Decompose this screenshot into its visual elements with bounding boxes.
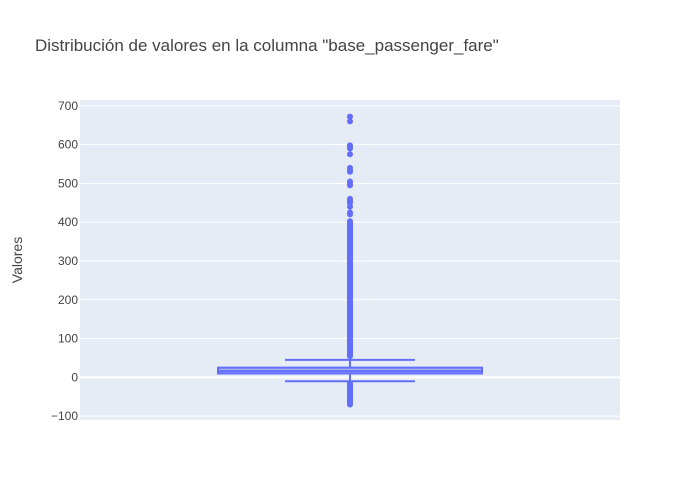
y-tick-label: 600 — [58, 138, 78, 152]
outlier-band — [347, 218, 353, 360]
outlier-point — [347, 195, 353, 202]
outlier-point — [347, 209, 353, 216]
outlier-point — [347, 118, 353, 125]
y-tick-label: 0 — [71, 370, 78, 384]
outlier-point — [347, 113, 353, 120]
y-tick-label: 300 — [58, 254, 78, 268]
chart-title: Distribución de valores en la columna "b… — [35, 36, 499, 55]
outlier-point — [347, 178, 353, 185]
y-tick-label: −100 — [51, 409, 78, 423]
outlier-points — [347, 113, 353, 408]
y-tick-label: 100 — [58, 332, 78, 346]
y-tick-label: 700 — [58, 99, 78, 113]
y-tick-label: 400 — [58, 215, 78, 229]
y-tick-label: 200 — [58, 293, 78, 307]
outlier-point — [347, 151, 353, 158]
y-tick-label: 500 — [58, 176, 78, 190]
box-series — [217, 358, 483, 383]
outlier-point — [347, 142, 353, 149]
y-axis-ticks: −100 0 100 200 300 400 500 600 700 — [51, 99, 78, 423]
outlier-point — [347, 164, 353, 171]
y-axis-label: Valores — [9, 237, 25, 283]
